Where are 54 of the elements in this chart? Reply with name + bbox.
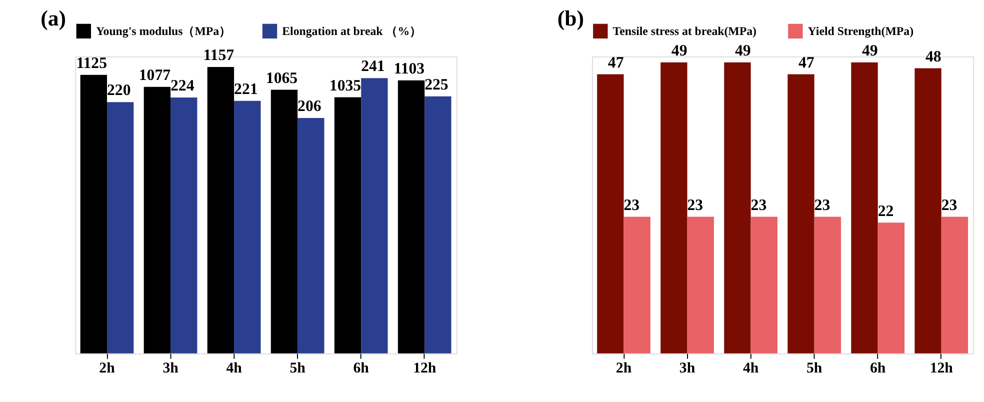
bar — [878, 222, 905, 354]
bar — [914, 68, 942, 354]
chart-title: (a) — [40, 6, 66, 31]
data-label: 225 — [424, 76, 448, 94]
data-label: 23 — [750, 196, 767, 214]
bar — [687, 216, 714, 354]
data-label: 1125 — [76, 55, 108, 72]
data-label: 1157 — [203, 47, 234, 64]
data-label: 23 — [687, 196, 704, 214]
data-label: 224 — [170, 78, 194, 95]
data-label: 241 — [361, 58, 385, 76]
legend-label: Young's modulus（MPa） — [96, 24, 232, 38]
legend-label: Yield Strength(MPa) — [808, 24, 914, 38]
data-label: 49 — [671, 42, 688, 60]
legend-label: Tensile stress at break(MPa) — [612, 24, 757, 38]
x-tick-label: 3h — [679, 360, 696, 377]
bar — [597, 74, 624, 354]
data-label: 49 — [734, 42, 751, 60]
bar — [750, 216, 778, 354]
x-tick-label: 2h — [616, 360, 632, 377]
data-label: 23 — [624, 196, 640, 214]
data-label: 47 — [608, 54, 624, 72]
data-label: 1065 — [266, 70, 298, 87]
chart-title: (b) — [557, 6, 584, 31]
data-label: 1103 — [394, 60, 425, 78]
data-label: 1035 — [329, 77, 362, 94]
data-label: 23 — [814, 196, 830, 214]
data-label: 23 — [941, 196, 958, 214]
bar — [660, 62, 688, 354]
data-label: 221 — [234, 80, 258, 98]
bar — [788, 74, 814, 354]
x-tick-label: 4h — [742, 360, 760, 377]
x-tick-label: 5h — [806, 360, 823, 377]
legend-label: Elongation at break （%） — [282, 24, 422, 38]
data-label: 220 — [106, 82, 131, 100]
x-tick-label: 12h — [413, 360, 437, 377]
data-label: 47 — [798, 54, 814, 72]
x-tick-label: 6h — [353, 360, 370, 377]
x-tick-label: 12h — [930, 360, 954, 377]
x-tick-label: 2h — [99, 360, 116, 377]
data-label: 48 — [926, 48, 942, 66]
bar — [724, 62, 751, 354]
x-tick-label: 4h — [226, 360, 243, 377]
x-tick-label: 5h — [290, 360, 306, 377]
data-label: 206 — [298, 98, 322, 116]
bar — [851, 62, 878, 354]
x-tick-label: 6h — [870, 360, 886, 377]
bar — [624, 216, 650, 354]
bar — [941, 216, 968, 354]
bar — [814, 216, 841, 354]
data-label: 1077 — [138, 66, 171, 84]
data-label: 49 — [862, 42, 878, 60]
x-tick-label: 3h — [162, 360, 180, 377]
data-label: 22 — [878, 202, 894, 220]
